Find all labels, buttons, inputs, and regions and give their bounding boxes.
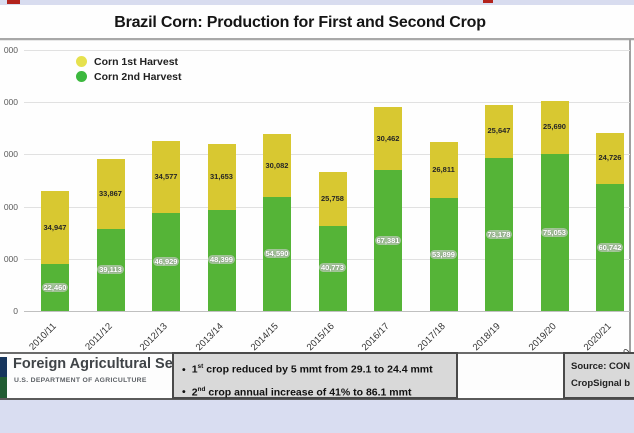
- bar-value-first-harvest: 31,653: [210, 171, 233, 181]
- bar-value-pill: 46,929: [152, 257, 180, 266]
- bar-first-harvest: [374, 106, 402, 171]
- caption-band: Evolución cosechas Brasil.: [0, 400, 634, 433]
- bar-value-second-harvest: 73,178: [472, 229, 526, 239]
- bar-value-second-harvest: 75,053: [528, 227, 582, 237]
- bar-value-first-harvest: 30,082: [265, 160, 289, 170]
- page-top-band: [0, 0, 634, 5]
- legend-item-second-harvest: Corn 2nd Harvest: [76, 69, 182, 84]
- bar-value-first-harvest: 25,758: [321, 193, 344, 203]
- bar-value-pill: 73,178: [485, 229, 513, 239]
- fas-logo-green-fragment-icon: [0, 377, 7, 398]
- bar-value-pill: 67,381: [374, 235, 402, 245]
- bar-value-second-harvest: 40,773: [306, 263, 360, 273]
- highlights-box: 1st crop reduced by 5 mmt from 29.1 to 2…: [172, 352, 458, 399]
- bar-value-second-harvest: 22,460: [28, 282, 82, 292]
- legend-label-second-harvest: Corn 2nd Harvest: [94, 70, 182, 83]
- fas-logo-blue-fragment-icon: [0, 357, 7, 377]
- bar-value-second-harvest: 53,899: [417, 249, 471, 259]
- bar-value-second-harvest: 39,113: [84, 265, 138, 275]
- bar-first-harvest: [318, 172, 347, 226]
- x-axis-line: [24, 311, 630, 312]
- bar-first-harvest: [207, 143, 236, 210]
- chart-panel-right-border: [629, 39, 631, 357]
- source-line-1: Source: CON: [571, 361, 631, 372]
- bar-value-pill: 53,899: [430, 249, 457, 259]
- bar-value-first-harvest: 30,462: [376, 133, 400, 143]
- gridline: [24, 154, 630, 156]
- bar-value-pill: 54,590: [263, 249, 291, 258]
- bar-value-first-harvest: 33,867: [99, 188, 122, 198]
- bar-value-second-harvest: 48,399: [195, 255, 249, 265]
- bar-value-first-harvest: 25,690: [543, 122, 566, 132]
- legend-label-first-harvest: Corn 1st Harvest: [94, 55, 179, 68]
- y-tick-label: 000: [3, 97, 18, 108]
- corn-production-chart: Brazil Corn: Production for First and Se…: [0, 5, 634, 362]
- bar-first-harvest: [96, 158, 125, 230]
- bar-first-harvest: [41, 191, 69, 265]
- red-accent-right: [483, 0, 493, 3]
- bar-value-second-harvest: 60,742: [583, 242, 634, 252]
- usda-subtitle: U.S. DEPARTMENT OF AGRICULTURE: [14, 377, 147, 384]
- bar-first-harvest: [152, 140, 180, 213]
- bar-value-first-harvest: 34,947: [43, 222, 67, 232]
- source-box: Source: CON CropSignal b: [563, 352, 634, 399]
- y-tick-label: 000: [3, 149, 18, 160]
- bar-value-pill: 48,399: [208, 255, 235, 265]
- legend-item-first-harvest: Corn 1st Harvest: [76, 54, 182, 69]
- bar-value-pill: 75,053: [541, 227, 568, 237]
- y-tick-label: 000: [3, 253, 18, 264]
- bar-first-harvest: [263, 134, 291, 197]
- bar-first-harvest: [429, 142, 458, 199]
- bar-value-first-harvest: 34,577: [154, 171, 178, 181]
- chart-legend: Corn 1st Harvest Corn 2nd Harvest: [76, 54, 182, 84]
- y-tick-label: 000: [3, 201, 18, 212]
- bar-value-second-harvest: 54,590: [250, 249, 304, 258]
- bar-first-harvest: [540, 100, 569, 155]
- y-tick-label: 000: [3, 45, 18, 55]
- bar-value-pill: 40,773: [319, 263, 346, 273]
- gridline: [24, 102, 630, 104]
- bar-value-first-harvest: 24,726: [598, 153, 622, 163]
- bar-value-pill: 22,460: [41, 282, 69, 292]
- bar-value-pill: 39,113: [97, 265, 124, 275]
- bar-value-first-harvest: 25,647: [487, 126, 511, 136]
- bar-first-harvest: [596, 132, 624, 185]
- y-tick-label: 0: [13, 306, 18, 316]
- bar-value-second-harvest: 67,381: [361, 235, 415, 245]
- gridline: [24, 50, 630, 51]
- note-second-crop: 2nd crop annual increase of 41% to 86.1 …: [178, 380, 450, 403]
- chart-title: Brazil Corn: Production for First and Se…: [114, 14, 486, 31]
- legend-swatch-second-harvest-icon: [76, 71, 87, 82]
- bar-value-first-harvest: 26,811: [432, 165, 455, 175]
- note-first-crop: 1st crop reduced by 5 mmt from 29.1 to 2…: [178, 357, 450, 380]
- chart-panel-top-border: [0, 38, 634, 41]
- bar-value-second-harvest: 46,929: [139, 257, 193, 266]
- bar-first-harvest: [485, 104, 513, 159]
- source-line-2: CropSignal b: [571, 378, 631, 389]
- fas-org-name: Foreign Agricultural Service: [13, 356, 207, 372]
- bar-value-pill: 60,742: [596, 242, 624, 252]
- red-accent-left: [7, 0, 20, 4]
- legend-swatch-first-harvest-icon: [76, 56, 87, 67]
